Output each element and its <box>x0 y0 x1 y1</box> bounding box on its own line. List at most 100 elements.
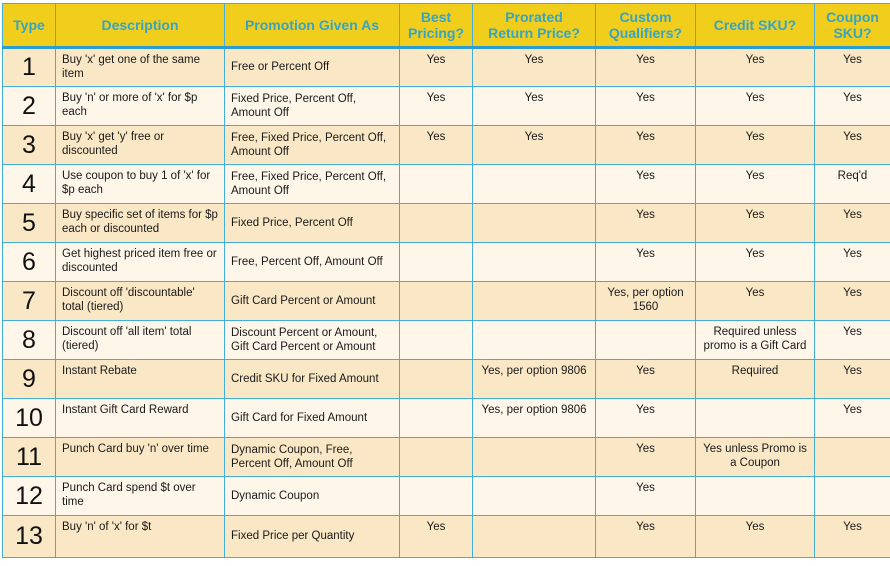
table-row: 11 Punch Card buy 'n' over time Dynamic Co… <box>2 437 890 477</box>
cell-coupon: Yes <box>814 125 890 165</box>
cell-credit: Yes <box>695 203 815 243</box>
cell-promotion: Dynamic Coupon <box>224 476 400 516</box>
cell-prorated <box>472 437 596 477</box>
cell-type: 9 <box>2 359 56 399</box>
cell-best-pricing: Yes <box>399 47 473 87</box>
table-row: 5 Buy specific set of items for $p each o… <box>2 203 890 243</box>
cell-credit: Required unless promo is a Gift Card <box>695 320 815 360</box>
cell-description: Buy 'n' of 'x' for $t <box>55 515 225 558</box>
cell-type: 5 <box>2 203 56 243</box>
cell-credit: Yes <box>695 164 815 204</box>
table-row: 10 Instant Gift Card Reward Gift Card for … <box>2 398 890 438</box>
cell-coupon: Req'd <box>814 164 890 204</box>
cell-credit: Yes <box>695 125 815 165</box>
cell-custom: Yes <box>595 437 696 477</box>
table-row: 6 Get highest priced item free or discoun… <box>2 242 890 282</box>
cell-description: Instant Gift Card Reward <box>55 398 225 438</box>
cell-description: Buy specific set of items for $p each or… <box>55 203 225 243</box>
cell-credit: Yes unless Promo is a Coupon <box>695 437 815 477</box>
cell-prorated <box>472 281 596 321</box>
cell-promotion: Discount Percent or Amount, Gift Card Pe… <box>224 320 400 360</box>
cell-description: Buy 'x' get one of the same item <box>55 47 225 87</box>
cell-description: Punch Card buy 'n' over time <box>55 437 225 477</box>
cell-custom: Yes <box>595 47 696 87</box>
cell-promotion: Gift Card Percent or Amount <box>224 281 400 321</box>
cell-description: Discount off 'discountable' total (tiere… <box>55 281 225 321</box>
cell-custom: Yes <box>595 125 696 165</box>
cell-custom: Yes <box>595 359 696 399</box>
cell-custom: Yes <box>595 164 696 204</box>
cell-coupon <box>814 437 890 477</box>
cell-best-pricing <box>399 242 473 282</box>
cell-best-pricing <box>399 164 473 204</box>
table-row: 3 Buy 'x' get 'y' free or discounted Free,… <box>2 125 890 165</box>
cell-credit: Yes <box>695 47 815 87</box>
cell-type: 1 <box>2 47 56 87</box>
table-row: 13 Buy 'n' of 'x' for $t Fixed Price per Q… <box>2 515 890 558</box>
cell-credit: Yes <box>695 86 815 126</box>
table-row: 12 Punch Card spend $t over time Dynamic C… <box>2 476 890 516</box>
cell-credit: Yes <box>695 281 815 321</box>
cell-prorated: Yes, per option 9806 <box>472 398 596 438</box>
column-header-type: Type <box>2 3 56 49</box>
cell-type: 8 <box>2 320 56 360</box>
cell-promotion: Fixed Price, Percent Off <box>224 203 400 243</box>
table-row: 4 Use coupon to buy 1 of 'x' for $p each F… <box>2 164 890 204</box>
cell-best-pricing <box>399 476 473 516</box>
cell-type: 12 <box>2 476 56 516</box>
cell-coupon: Yes <box>814 281 890 321</box>
cell-best-pricing <box>399 320 473 360</box>
cell-description: Buy 'x' get 'y' free or discounted <box>55 125 225 165</box>
column-header-description: Description <box>55 3 225 49</box>
cell-coupon: Yes <box>814 515 890 558</box>
cell-type: 6 <box>2 242 56 282</box>
cell-description: Instant Rebate <box>55 359 225 399</box>
cell-prorated <box>472 515 596 558</box>
cell-best-pricing <box>399 203 473 243</box>
cell-promotion: Gift Card for Fixed Amount <box>224 398 400 438</box>
cell-coupon: Yes <box>814 47 890 87</box>
cell-best-pricing: Yes <box>399 125 473 165</box>
cell-best-pricing <box>399 281 473 321</box>
cell-best-pricing <box>399 359 473 399</box>
cell-coupon <box>814 476 890 516</box>
cell-prorated <box>472 242 596 282</box>
cell-type: 7 <box>2 281 56 321</box>
cell-promotion: Free, Percent Off, Amount Off <box>224 242 400 282</box>
table-row: 1 Buy 'x' get one of the same item Free or… <box>2 47 890 87</box>
table-header-row: Type Description Promotion Given As Best… <box>2 3 890 49</box>
cell-coupon: Yes <box>814 203 890 243</box>
cell-best-pricing <box>399 398 473 438</box>
table-row: 2 Buy 'n' or more of 'x' for $p each Fixed… <box>2 86 890 126</box>
table-row: 9 Instant Rebate Credit SKU for Fixed Amou… <box>2 359 890 399</box>
cell-custom: Yes <box>595 203 696 243</box>
cell-promotion: Fixed Price, Percent Off, Amount Off <box>224 86 400 126</box>
cell-description: Punch Card spend $t over time <box>55 476 225 516</box>
cell-type: 2 <box>2 86 56 126</box>
cell-credit: Yes <box>695 242 815 282</box>
cell-coupon: Yes <box>814 359 890 399</box>
cell-custom: Yes <box>595 476 696 516</box>
cell-description: Get highest priced item free or discount… <box>55 242 225 282</box>
cell-credit <box>695 476 815 516</box>
cell-custom: Yes <box>595 515 696 558</box>
cell-promotion: Fixed Price per Quantity <box>224 515 400 558</box>
cell-prorated <box>472 203 596 243</box>
cell-promotion: Free or Percent Off <box>224 47 400 87</box>
cell-custom: Yes <box>595 242 696 282</box>
cell-coupon: Yes <box>814 398 890 438</box>
cell-best-pricing: Yes <box>399 86 473 126</box>
cell-promotion: Credit SKU for Fixed Amount <box>224 359 400 399</box>
cell-type: 13 <box>2 515 56 558</box>
cell-custom <box>595 320 696 360</box>
cell-promotion: Dynamic Coupon, Free, Percent Off, Amoun… <box>224 437 400 477</box>
cell-prorated: Yes <box>472 125 596 165</box>
cell-credit: Required <box>695 359 815 399</box>
cell-type: 11 <box>2 437 56 477</box>
cell-type: 4 <box>2 164 56 204</box>
cell-prorated: Yes <box>472 47 596 87</box>
column-header-best-pricing: Best Pricing? <box>399 3 473 49</box>
column-header-prorated-return-price: Prorated Return Price? <box>472 3 596 49</box>
promotion-types-table-wrap: Type Description Promotion Given As Best… <box>2 3 890 558</box>
cell-prorated: Yes, per option 9806 <box>472 359 596 399</box>
